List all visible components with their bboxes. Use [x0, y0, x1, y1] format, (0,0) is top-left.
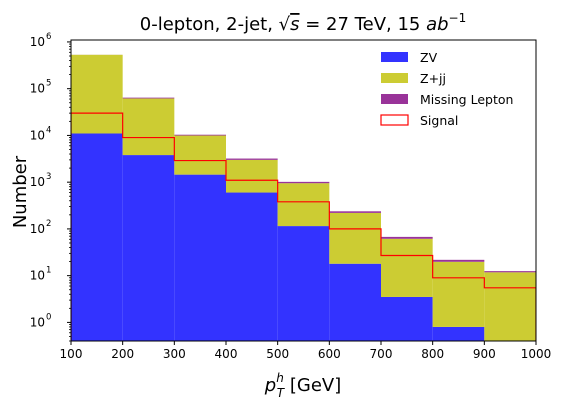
- legend-swatch: [381, 94, 408, 104]
- legend-label: Signal: [420, 113, 458, 128]
- y-tick-exponent: 2: [46, 219, 51, 229]
- y-tick-exponent: 3: [46, 172, 51, 182]
- legend-label: Z+jj: [420, 71, 446, 86]
- legend-label: Missing Lepton: [420, 92, 513, 107]
- legend-swatch: [381, 73, 408, 83]
- bar-z-jj-6: [381, 238, 433, 297]
- bar-z-jj-8: [484, 272, 536, 341]
- y-tick-label: 10: [30, 175, 45, 189]
- bar-missing-lepton-2: [174, 134, 226, 136]
- y-axis-label: Number: [10, 155, 31, 228]
- bar-zv-0: [71, 133, 123, 341]
- bar-missing-lepton-5: [329, 211, 381, 213]
- bar-z-jj-7: [432, 261, 485, 327]
- bar-z-jj-0: [71, 54, 123, 134]
- bar-zv-2: [174, 174, 226, 341]
- bar-z-jj-1: [122, 98, 175, 156]
- x-tick-label: 600: [318, 347, 341, 361]
- y-tick-label: 10: [30, 35, 45, 49]
- bar-z-jj-2: [174, 135, 226, 175]
- y-tick-label: 10: [30, 269, 45, 283]
- x-tick-label: 800: [421, 347, 444, 361]
- bar-zv-5: [329, 263, 381, 341]
- bar-zv-6: [381, 296, 433, 341]
- bar-z-jj-5: [329, 212, 381, 264]
- bar-missing-lepton-3: [226, 158, 278, 160]
- bar-missing-lepton-1: [122, 97, 175, 99]
- legend: ZV Z+jj Missing Lepton Signal: [380, 50, 513, 128]
- x-tick-label: 400: [215, 347, 238, 361]
- x-tick-label: 700: [370, 347, 393, 361]
- legend-swatch: [381, 52, 408, 62]
- bar-z-jj-3: [226, 159, 278, 193]
- y-tick-label: 10: [30, 222, 45, 236]
- x-tick-label: 200: [111, 347, 134, 361]
- bar-zv-4: [277, 226, 330, 341]
- bar-missing-lepton-4: [277, 181, 330, 184]
- y-tick-label: 10: [30, 128, 45, 142]
- signal-line: [71, 112, 536, 341]
- histogram-bars: [71, 54, 536, 341]
- plot-frame: [70, 39, 537, 342]
- x-tick-label: 1000: [521, 347, 552, 361]
- x-tick-label: 500: [266, 347, 289, 361]
- y-tick-exponent: 4: [46, 125, 51, 135]
- x-tick-label: 900: [473, 347, 496, 361]
- y-tick-exponent: 6: [46, 32, 51, 42]
- y-tick-exponent: 0: [46, 312, 51, 322]
- chart-title: 0-lepton, 2-jet, √s = 27 TeV, 15 ab−1: [140, 11, 467, 35]
- signal-step-line: [71, 112, 536, 341]
- y-tick-exponent: 5: [46, 79, 51, 89]
- legend-label: ZV: [420, 50, 438, 65]
- x-axis-ticks: 100 200 300 400 500 600 700 800 900 1000: [60, 341, 552, 361]
- legend-swatch: [380, 114, 409, 126]
- bar-missing-lepton-8: [484, 271, 536, 273]
- x-tick-label: 300: [163, 347, 186, 361]
- x-axis-label: ph T [GeV]: [264, 371, 342, 400]
- bar-zv-3: [226, 192, 278, 341]
- y-tick-label: 10: [30, 82, 45, 96]
- bar-missing-lepton-7: [432, 259, 485, 262]
- bar-zv-7: [432, 326, 485, 341]
- y-tick-exponent: 1: [46, 266, 51, 276]
- bar-z-jj-4: [277, 183, 330, 227]
- bar-missing-lepton-6: [381, 236, 433, 239]
- x-tick-label: 100: [60, 347, 83, 361]
- y-tick-label: 10: [30, 315, 45, 329]
- bar-zv-1: [122, 155, 175, 341]
